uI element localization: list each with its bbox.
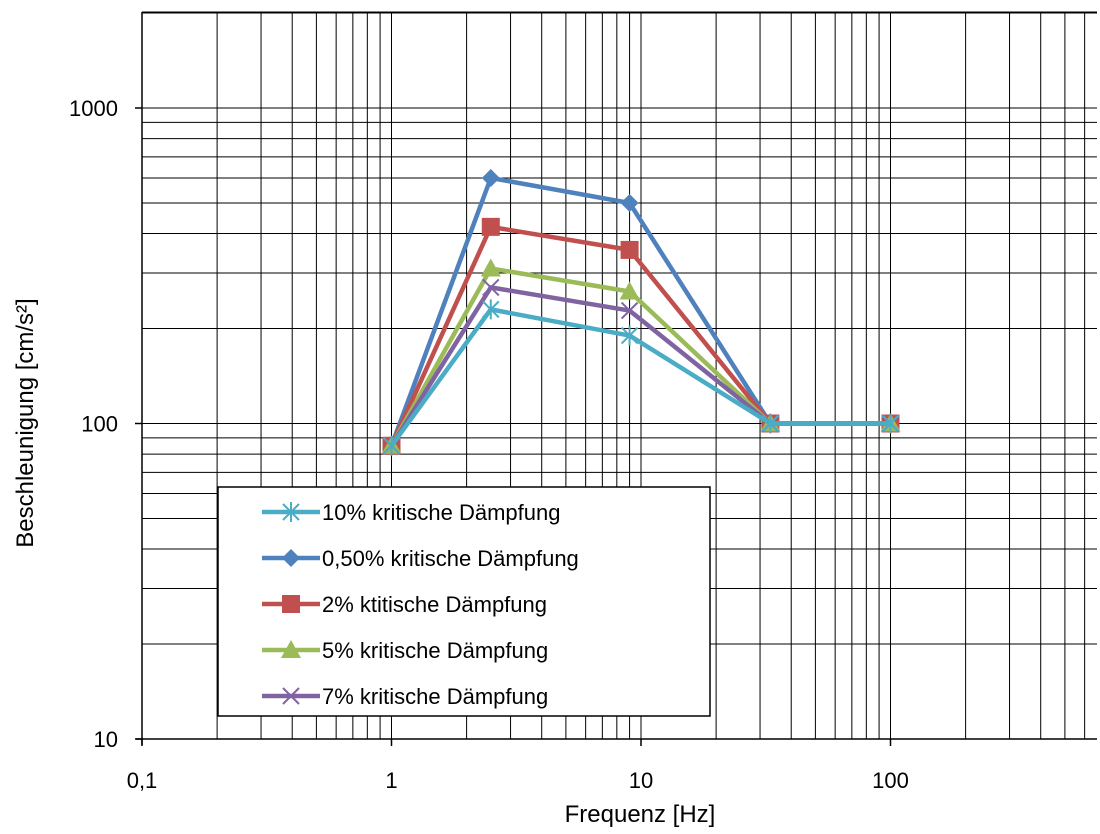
data-point: [382, 435, 401, 456]
data-point: [620, 301, 639, 320]
legend-label: 7% kritische Dämpfung: [322, 684, 548, 709]
marker-stroke: [482, 278, 500, 297]
data-point: [620, 193, 639, 212]
legend-item: 10% kritische Dämpfung: [262, 500, 560, 525]
legend: 10% kritische Dämpfung 0,50% kritische Dä…: [217, 486, 711, 717]
legend-swatch-marker: [282, 595, 300, 613]
x-axis-title: Frequenz [Hz]: [565, 801, 716, 828]
series-group: [381, 168, 901, 456]
legend-item: 0,50% kritische Dämpfung: [262, 546, 579, 571]
x-tick-label: 1: [385, 768, 397, 793]
data-point: [619, 281, 640, 300]
y-tick-label: 100: [81, 412, 118, 437]
data-point: [481, 217, 500, 236]
y-axis-title: Beschleunigung [cm/s²]: [12, 298, 39, 547]
marker-stroke: [282, 687, 300, 705]
y-tick-label: 10: [94, 727, 118, 752]
legend-item: 2% ktitische Dämpfung: [262, 592, 547, 617]
marker-stroke: [620, 301, 639, 320]
data-point: [480, 258, 501, 277]
data-point: [761, 413, 780, 434]
legend-label: 0,50% kritische Dämpfung: [322, 546, 579, 571]
data-point: [482, 278, 500, 297]
legend-swatch-marker: [282, 687, 300, 705]
legend-item: 7% kritische Dämpfung: [262, 684, 548, 709]
legend-item: 5% kritische Dämpfung: [262, 638, 548, 663]
legend-label: 2% ktitische Dämpfung: [322, 592, 547, 617]
data-point: [620, 325, 639, 346]
data-point: [881, 413, 900, 434]
data-point: [620, 240, 639, 259]
legend-label: 5% kritische Dämpfung: [322, 638, 548, 663]
legend-swatch-marker: [282, 502, 300, 522]
y-tick-label: 1000: [69, 96, 118, 121]
data-point: [481, 168, 500, 187]
series-1: [382, 299, 900, 456]
legend-swatch-marker: [281, 640, 301, 658]
x-tick-label: 100: [872, 768, 909, 793]
x-tick-label: 10: [629, 768, 653, 793]
data-point: [482, 299, 500, 320]
x-tick-label: 0,1: [127, 768, 158, 793]
legend-swatch-marker: [282, 549, 300, 567]
legend-label: 10% kritische Dämpfung: [322, 500, 560, 525]
axes: 0,1 1 10 100 10 100 1000: [69, 12, 1097, 793]
